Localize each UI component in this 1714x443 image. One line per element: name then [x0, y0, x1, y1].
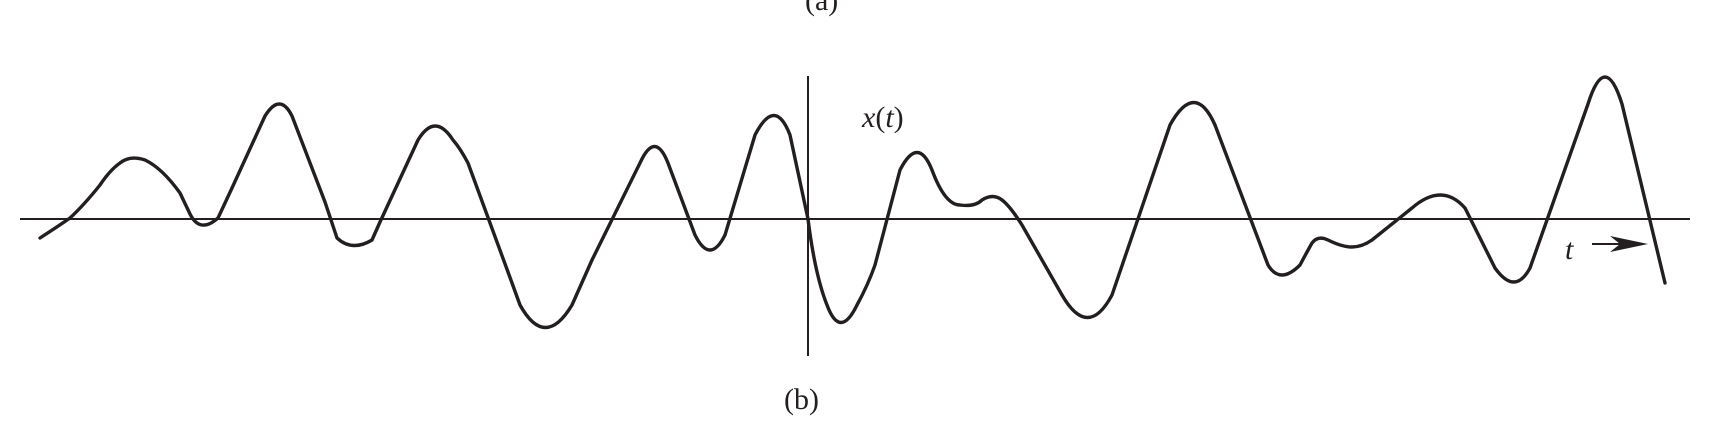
signal-waveform — [38, 75, 1667, 330]
signal-label: x(t) — [861, 101, 904, 134]
figure-caption: (b) — [784, 383, 819, 416]
time-arrow-head — [1610, 236, 1648, 252]
top-caption-partial: (a) — [805, 0, 839, 17]
time-axis-label: t — [1565, 233, 1574, 266]
